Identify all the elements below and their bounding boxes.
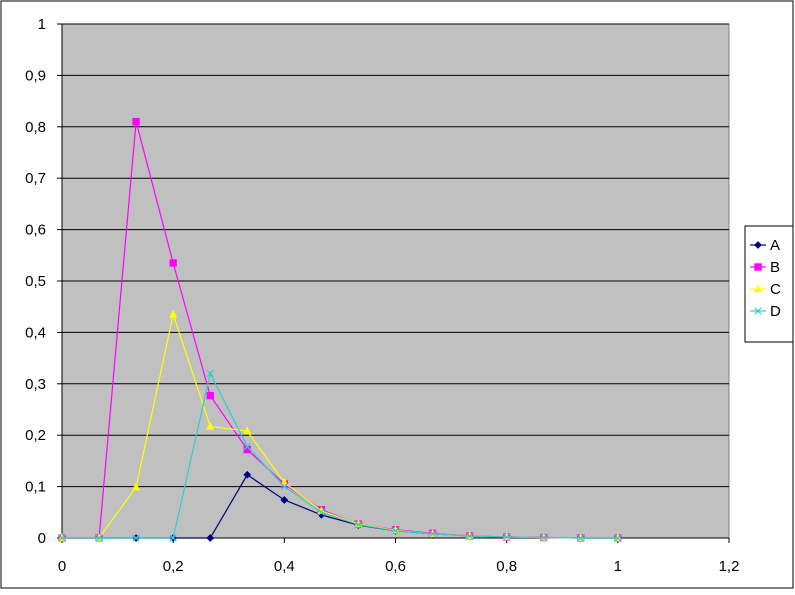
x-tick-label: 0,2 xyxy=(163,558,184,575)
legend-label: A xyxy=(770,237,780,254)
marker-stroke xyxy=(169,534,177,542)
legend-box xyxy=(744,225,794,343)
series-d-point xyxy=(465,532,474,540)
series-d-point xyxy=(243,442,251,451)
series-a-point xyxy=(243,470,252,479)
legend-swatch-marker xyxy=(753,284,763,293)
marker-stroke xyxy=(58,534,66,542)
series-d-point xyxy=(540,533,548,542)
y-tick-label: 0,7 xyxy=(25,170,46,187)
y-tick-label: 0,8 xyxy=(25,119,46,136)
series-d-point xyxy=(58,534,66,542)
legend-swatch-marker xyxy=(754,307,762,315)
marker-stroke xyxy=(317,508,326,516)
series-d-point xyxy=(95,534,103,542)
marker-stroke xyxy=(614,534,622,542)
series-c-point xyxy=(280,477,289,486)
series-d-point xyxy=(614,534,622,542)
legend-item-d: D xyxy=(750,303,781,320)
series-d-point xyxy=(206,369,214,378)
marker-stroke xyxy=(354,521,363,529)
y-tick-label: 1 xyxy=(38,16,46,33)
series-d-point xyxy=(169,534,177,542)
series-d-point xyxy=(280,482,288,491)
legend-swatch-marker xyxy=(754,263,762,271)
series-a-point xyxy=(280,496,289,504)
series-d-point xyxy=(428,530,437,538)
marker-stroke xyxy=(132,534,140,542)
legend-swatch-marker xyxy=(754,241,762,249)
legend-item-a: A xyxy=(750,237,780,254)
series-d-point xyxy=(317,508,326,516)
marker-stroke xyxy=(243,442,251,451)
legend-label: D xyxy=(770,303,781,320)
legend-item-c: C xyxy=(750,281,781,298)
x-tick-label: 1 xyxy=(614,558,622,575)
y-tick-label: 0,2 xyxy=(25,427,46,444)
marker-stroke xyxy=(428,530,437,538)
series-d xyxy=(58,369,622,542)
series-c-point xyxy=(132,482,141,491)
series-c-point xyxy=(243,426,252,435)
marker-stroke xyxy=(465,532,474,540)
gridlines xyxy=(62,23,729,488)
series-d-point xyxy=(577,534,585,542)
y-tick-label: 0,6 xyxy=(25,222,46,239)
y-tick-label: 0,9 xyxy=(25,67,46,84)
legend-label: C xyxy=(770,281,781,298)
marker-stroke xyxy=(577,534,585,542)
x-tick-label: 0,4 xyxy=(274,558,295,575)
series-b-point xyxy=(206,391,214,400)
axes: 0 0,1 0,2 0,3 0,4 0,5 0,6 0,7 0,8 0,9 1 0 0,2 0,4 0,6 0… xyxy=(25,16,739,575)
y-tick-label: 0,5 xyxy=(25,273,46,290)
marker-stroke xyxy=(391,527,400,535)
series-d-point xyxy=(391,527,400,535)
series-a-point xyxy=(206,534,215,542)
series-b-point xyxy=(132,117,140,126)
x-tick-label: 0 xyxy=(58,558,66,575)
series-lines xyxy=(57,117,622,542)
marker-stroke xyxy=(540,533,548,542)
legend-item-b: B xyxy=(750,259,780,276)
series-c-point xyxy=(206,421,215,430)
series-d-point xyxy=(132,534,140,542)
x-tick-label: 0,8 xyxy=(496,558,517,575)
marker-stroke xyxy=(280,482,288,491)
y-tick-label: 0,4 xyxy=(25,324,46,341)
series-d-point xyxy=(503,533,511,541)
marker-stroke xyxy=(95,534,103,542)
series-d-point xyxy=(354,521,363,529)
legend-label: B xyxy=(770,259,780,276)
y-tick-label: 0,1 xyxy=(25,479,46,496)
series-b-point xyxy=(169,259,177,267)
series-d-line xyxy=(62,371,618,539)
marker-stroke xyxy=(206,369,214,378)
y-tick-label: 0 xyxy=(38,530,46,547)
x-tick-label: 1,2 xyxy=(719,558,740,575)
marker-stroke xyxy=(754,307,762,315)
marker-stroke xyxy=(503,533,511,541)
x-tick-label: 0,6 xyxy=(385,558,406,575)
series-c-point xyxy=(169,309,178,318)
y-tick-label: 0,3 xyxy=(25,376,46,393)
